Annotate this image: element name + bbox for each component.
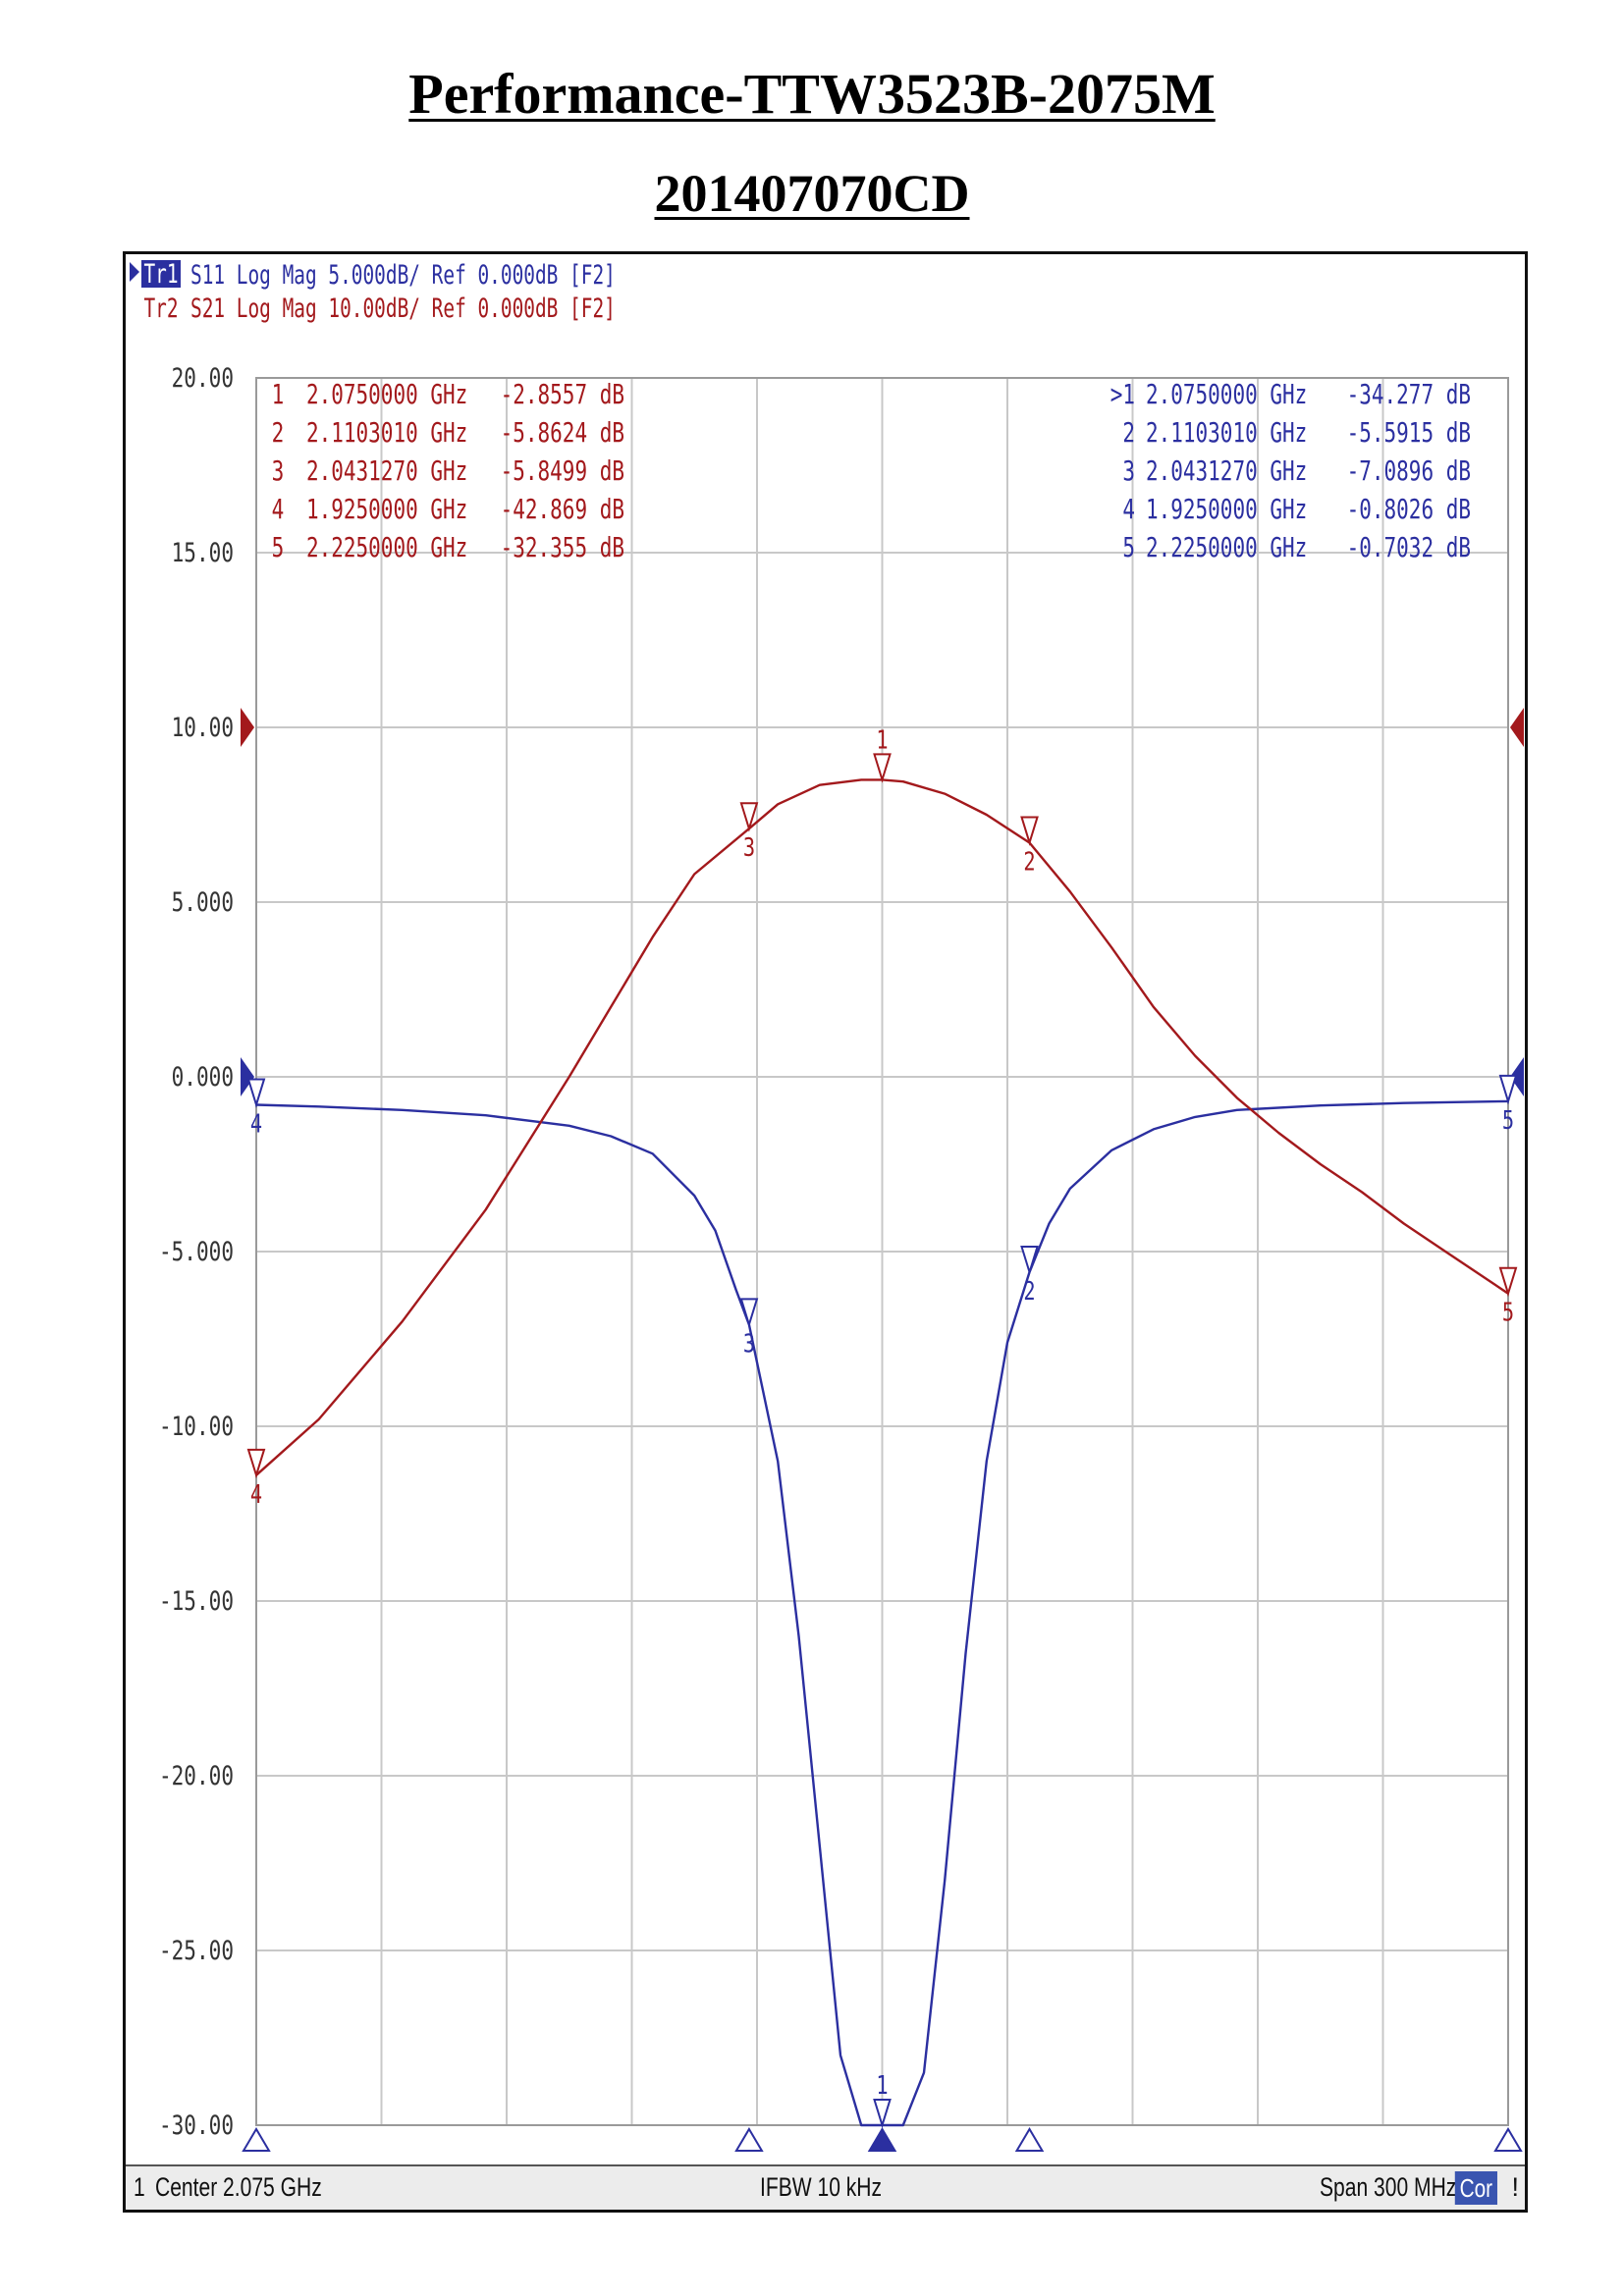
marker-layer: 1 2 3 4 5 1 2 3 4 5 (242, 725, 1523, 2152)
s11-marker-label: 5 (1502, 1106, 1514, 1136)
s11-table-value: -7.0896 dB (1347, 454, 1471, 487)
page-title-text: Performance-TTW3523B-2075M (408, 62, 1216, 126)
trace-s21 (255, 778, 1509, 1476)
reference-level-left-icon (241, 1057, 254, 1096)
s21-table-frequency: 2.2250000 GHz (306, 531, 467, 563)
s21-table-frequency: 1.9250000 GHz (306, 493, 467, 525)
trace-id-Tr1: Tr1 (143, 258, 178, 290)
s11-table-index: 4 (1122, 493, 1135, 525)
status-center-frequency: Center 2.075 GHz (155, 2172, 322, 2202)
s11-table-frequency: 2.0431270 GHz (1146, 454, 1307, 487)
s21-marker-5-icon (1498, 1266, 1518, 1298)
stimulus-marker-icon (1014, 2127, 1045, 2152)
trace-label-Tr2: S21 Log Mag 10.00dB/ Ref 0.000dB [F2] (190, 293, 616, 324)
trace-id-Tr2: Tr2 (143, 293, 178, 324)
s21-marker-label: 1 (876, 725, 888, 755)
page-subtitle-text: 201407070CD (654, 164, 970, 223)
s21-marker-1-icon (873, 753, 892, 783)
s11-marker-5-icon (1498, 1074, 1518, 1105)
s11-marker-2-icon (1020, 1246, 1039, 1276)
s11-table-index: 3 (1122, 454, 1135, 487)
s21-marker-label: 2 (1023, 847, 1035, 877)
y-tick-label: -25.00 (159, 1935, 234, 1965)
s21-marker-3-icon (739, 802, 759, 832)
y-tick-label: 5.000 (172, 886, 234, 917)
status-channel: 1 (134, 2172, 145, 2202)
analyzer-chart: Tr1 S11 Log Mag 5.000dB/ Ref 0.000dB [F2]… (130, 258, 1524, 2152)
s21-table-frequency: 2.0431270 GHz (306, 454, 467, 487)
y-tick-label: -20.00 (159, 1760, 234, 1790)
stimulus-marker-icon (1493, 2127, 1523, 2152)
s21-table-index: 1 (272, 378, 285, 410)
s11-table-value: -34.277 dB (1347, 378, 1471, 410)
s21-marker-label: 5 (1502, 1298, 1514, 1327)
y-tick-label: -10.00 (159, 1411, 234, 1441)
s11-table-frequency: 1.9250000 GHz (1146, 493, 1307, 525)
s21-marker-2-icon (1020, 816, 1039, 846)
page-subtitle: 201407070CD (0, 163, 1624, 224)
stimulus-marker-icon (734, 2127, 764, 2152)
s11-table-frequency: 2.1103010 GHz (1146, 416, 1307, 449)
y-tick-label: 10.00 (172, 712, 234, 742)
s11-table-value: -5.5915 dB (1347, 416, 1471, 449)
chart-grid (255, 377, 1509, 2126)
reference-level-right-icon (1510, 708, 1524, 747)
y-tick-label: 0.000 (172, 1061, 234, 1092)
y-tick-label: -30.00 (159, 2109, 234, 2140)
status-ifbw: IFBW 10 kHz (760, 2172, 883, 2202)
s21-table-value: -5.8624 dB (501, 416, 624, 449)
s21-table-frequency: 2.0750000 GHz (306, 378, 467, 410)
s21-table-value: -42.869 dB (501, 493, 624, 525)
s11-marker-label: 4 (250, 1109, 262, 1139)
s21-table-index: 5 (272, 531, 285, 563)
s11-marker-label: 1 (876, 2071, 888, 2101)
y-axis-ticks: 20.00 15.00 10.00 5.000 0.000 -5.000 -10.00 -15… (159, 362, 1524, 2141)
s11-table-value: -0.7032 dB (1347, 531, 1471, 563)
page-title: Performance-TTW3523B-2075M (0, 61, 1624, 127)
s21-table-value: -5.8499 dB (501, 454, 624, 487)
s11-table-frequency: 2.0750000 GHz (1146, 378, 1307, 410)
s21-marker-label: 3 (743, 833, 755, 863)
s21-marker-label: 4 (250, 1479, 262, 1509)
s21-table-value: -2.8557 dB (501, 378, 624, 410)
trace-label-Tr1: S11 Log Mag 5.000dB/ Ref 0.000dB [F2] (190, 259, 616, 291)
s11-marker-3-icon (739, 1298, 759, 1328)
active-trace-arrow-icon (130, 262, 139, 282)
trace-id-highlight (141, 260, 181, 288)
correction-badge[interactable]: Cor (1454, 2171, 1497, 2205)
reference-level-left-icon (241, 708, 254, 747)
stimulus-marker-icon (867, 2127, 897, 2152)
s21-table-value: -32.355 dB (501, 531, 624, 563)
s21-table-frequency: 2.1103010 GHz (306, 416, 467, 449)
reference-level-right-icon (1510, 1057, 1524, 1096)
s21-table-index: 4 (272, 493, 285, 525)
s11-table-index: 2 (1122, 416, 1135, 449)
status-bar: 1 Center 2.075 GHz IFBW 10 kHz Span 300 … (126, 2164, 1525, 2210)
y-tick-label: -15.00 (159, 1585, 234, 1616)
stimulus-marker-icon (242, 2127, 271, 2152)
y-tick-label: 20.00 (172, 362, 234, 393)
s21-table-index: 2 (272, 416, 285, 449)
s11-table-value: -0.8026 dB (1347, 493, 1471, 525)
s11-marker-1-icon (873, 2099, 892, 2129)
s11-table-index: 5 (1122, 531, 1135, 563)
y-tick-label: -5.000 (159, 1236, 234, 1266)
y-tick-label: 15.00 (172, 537, 234, 567)
trace-header: Tr1 S11 Log Mag 5.000dB/ Ref 0.000dB [F2]… (130, 258, 616, 324)
s11-table-frequency: 2.2250000 GHz (1146, 531, 1307, 563)
network-analyzer-display: Tr1 S11 Log Mag 5.000dB/ Ref 0.000dB [F2]… (123, 251, 1528, 2213)
marker-tables: 1 2.0750000 GHz -2.8557 dB 2 2.1103010 GHz -5… (272, 378, 1471, 563)
status-flag: ! (1511, 2172, 1519, 2202)
status-span: Span 300 MHz (1320, 2172, 1457, 2202)
s21-table-index: 3 (272, 454, 285, 487)
s11-table-index: >1 (1110, 378, 1135, 410)
s11-marker-4-icon (246, 1078, 266, 1108)
s11-marker-label: 3 (743, 1329, 755, 1359)
s11-marker-label: 2 (1023, 1277, 1035, 1307)
s21-marker-4-icon (246, 1448, 266, 1479)
